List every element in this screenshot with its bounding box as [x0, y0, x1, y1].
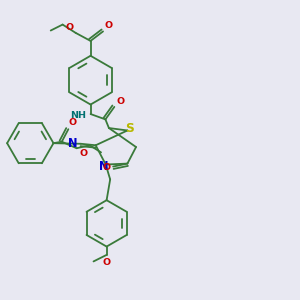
Text: O: O: [66, 23, 74, 32]
Text: S: S: [125, 122, 134, 135]
Text: N: N: [99, 160, 108, 173]
Text: O: O: [69, 118, 77, 127]
Text: O: O: [103, 258, 111, 267]
Text: O: O: [103, 163, 111, 172]
Text: N: N: [68, 137, 78, 150]
Text: O: O: [105, 21, 113, 30]
Text: O: O: [116, 97, 124, 106]
Text: O: O: [79, 149, 87, 158]
Text: NH: NH: [70, 111, 86, 120]
